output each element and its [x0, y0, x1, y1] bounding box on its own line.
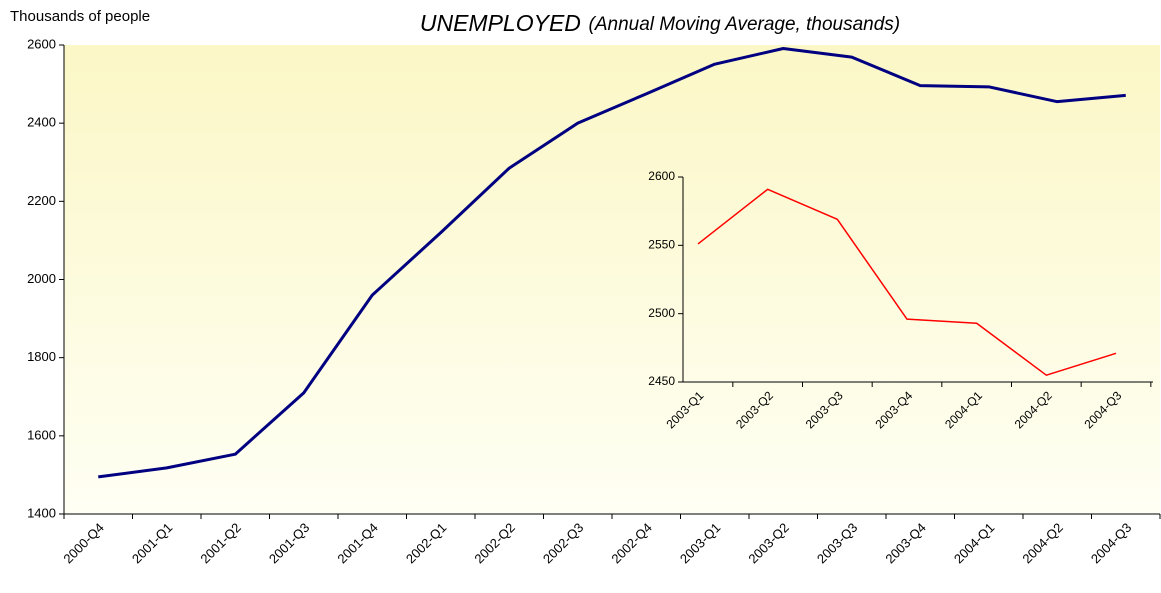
x-tick-label: 2001-Q3	[266, 520, 312, 566]
y-tick-label: 2200	[27, 193, 56, 208]
y-tick-label: 2600	[648, 169, 675, 183]
line	[697, 188, 1117, 376]
x-tick-label: 2004-Q3	[1088, 520, 1134, 566]
x-tick-label: 2003-Q3	[814, 520, 860, 566]
x-tick-label: 2000-Q4	[60, 520, 106, 566]
line	[98, 47, 1126, 479]
y-tick-label: 2600	[27, 36, 56, 51]
x-tick-label: 2003-Q4	[882, 520, 928, 566]
chart-title: UNEMPLOYED (Annual Moving Average, thous…	[420, 10, 900, 36]
x-tick-label: 2001-Q1	[129, 520, 175, 566]
y-tick-label: 2000	[27, 271, 56, 286]
y-tick-label: 2550	[648, 238, 675, 252]
y-axis-label: Thousands of people	[10, 8, 150, 25]
plot-area	[64, 45, 1160, 514]
x-tick-label: 2003-Q2	[745, 520, 791, 566]
x-tick-label: 2002-Q4	[608, 520, 654, 566]
y-tick-label: 2500	[648, 306, 675, 320]
x-tick-label: 2002-Q3	[540, 520, 586, 566]
y-tick-label: 1800	[27, 349, 56, 364]
x-tick-label: 2004-Q1	[951, 520, 997, 566]
title: UNEMPLOYED	[420, 10, 581, 36]
x-tick-label: 2004-Q2	[1019, 520, 1065, 566]
x-tick-label: 2002-Q1	[403, 520, 449, 566]
y-tick-label: 1400	[27, 505, 56, 520]
y-tick-label: 2450	[648, 374, 675, 388]
subtitle: (Annual Moving Average, thousands)	[589, 14, 901, 35]
x-tick-label: 2003-Q1	[677, 520, 723, 566]
x-tick-label: 2001-Q4	[334, 520, 380, 566]
x-tick-label: 2002-Q2	[471, 520, 517, 566]
y-tick-label: 2400	[27, 115, 56, 130]
y-tick-label: 1600	[27, 427, 56, 442]
x-tick-label: 2001-Q2	[197, 520, 243, 566]
